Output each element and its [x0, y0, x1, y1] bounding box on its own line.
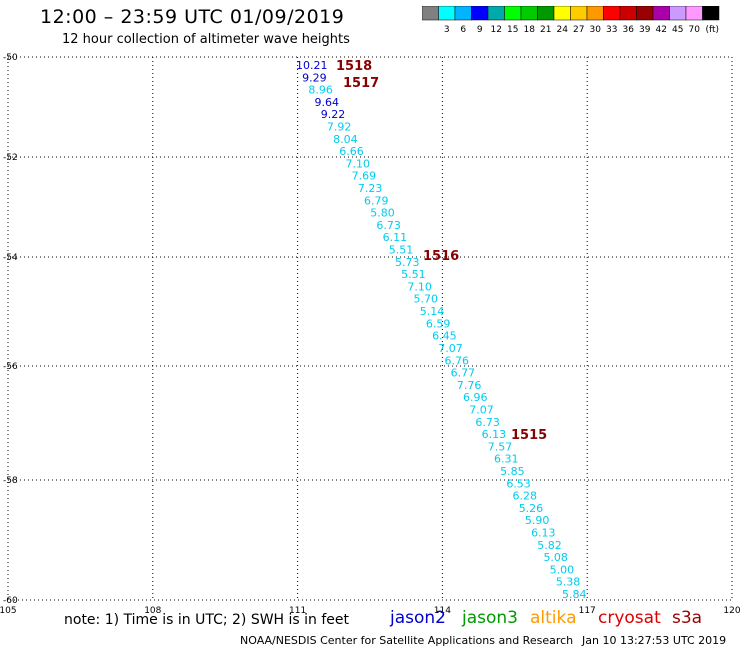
- colorbar-label: 15: [507, 25, 518, 35]
- colorbar-label: 36: [623, 25, 635, 35]
- latitude-tick-label: -50: [3, 53, 18, 63]
- wave-height-label: 5.82: [537, 539, 562, 552]
- wave-height-label: 6.59: [426, 317, 451, 330]
- wave-height-label: 6.53: [506, 477, 530, 490]
- wave-height-label: 5.90: [525, 514, 550, 527]
- color-scale-legend: 3 6 9 12 15 18 21 24 27 30 33 36 39 42 45 70 (ft): [422, 6, 720, 35]
- wave-height-label: 5.84: [562, 588, 587, 601]
- wave-height-label: 6.66: [339, 145, 364, 158]
- wave-height-label: 5.80: [370, 207, 395, 220]
- map-subtitle: 12 hour collection of altimeter wave hei…: [62, 32, 350, 47]
- wave-height-label: 6.11: [383, 231, 408, 244]
- longitude-tick-label: 114: [434, 606, 451, 616]
- wave-height-label: 5.73: [395, 256, 420, 269]
- longitude-tick-label: 111: [289, 606, 306, 616]
- colorbar-label: 45: [672, 25, 683, 35]
- wave-height-label: 7.07: [438, 342, 463, 355]
- colorbar-label: 42: [656, 25, 667, 35]
- wave-height-label: 6.73: [376, 219, 401, 232]
- map-title: 12:00 – 23:59 UTC 01/09/2019: [40, 6, 345, 28]
- wave-height-label: 8.96: [308, 84, 333, 97]
- colorbar-label: 6: [460, 25, 466, 35]
- wave-height-label: 5.14: [420, 305, 445, 318]
- credit-line: NOAA/NESDIS Center for Satellite Applica…: [240, 634, 574, 647]
- wave-height-label: 6.96: [463, 391, 488, 404]
- wave-height-label: 6.13: [482, 428, 507, 441]
- colorbar-label: 30: [590, 25, 602, 35]
- units-note: note: 1) Time is in UTC; 2) SWH is in fe…: [64, 612, 350, 628]
- latitude-tick-label: -54: [3, 253, 18, 263]
- colorbar-label: 24: [557, 25, 569, 35]
- wave-height-label: 6.77: [451, 367, 476, 380]
- map-frame: [7, 56, 733, 601]
- wave-height-label: 9.64: [315, 96, 340, 109]
- pass-id-label: 1516: [423, 249, 459, 264]
- colorbar-label: 21: [540, 25, 551, 35]
- wave-height-label: 6.73: [475, 416, 500, 429]
- wave-height-label: 6.31: [494, 453, 519, 466]
- legend-s3a: s3a: [672, 608, 703, 628]
- colorbar-label: 70: [689, 25, 701, 35]
- wave-height-label: 7.57: [488, 440, 513, 453]
- colorbar-label: 33: [606, 25, 617, 35]
- legend-altika: altika: [530, 608, 577, 628]
- longitude-tick-label: 105: [0, 606, 17, 616]
- colorbar-label: 9: [477, 25, 483, 35]
- wave-height-label: 7.23: [358, 182, 383, 195]
- wave-height-label: 6.45: [432, 330, 457, 343]
- legend-jason2: jason2: [390, 608, 446, 628]
- colorbar-label: 12: [491, 25, 502, 35]
- latitude-tick-label: -52: [3, 153, 18, 163]
- pass-id-label: 1518: [336, 59, 372, 74]
- wave-height-label: 6.76: [444, 354, 469, 367]
- latitude-tick-label: -56: [3, 362, 18, 372]
- generated-timestamp: Jan 10 13:27:53 UTC 2019: [582, 634, 727, 647]
- colorbar-label: 3: [444, 25, 450, 35]
- colorbar-label: 39: [639, 25, 651, 35]
- wave-height-label: 6.13: [531, 526, 556, 539]
- wave-height-label: 10.21: [296, 59, 328, 72]
- longitude-tick-label: 120: [723, 606, 740, 616]
- colorbar-label: 18: [524, 25, 536, 35]
- pass-id-label: 1515: [511, 428, 547, 443]
- wave-height-label: 5.00: [550, 563, 575, 576]
- wave-height-label: 7.10: [407, 280, 432, 293]
- wave-height-label: 6.28: [513, 490, 538, 503]
- wave-height-label: 7.10: [345, 157, 370, 170]
- wave-height-label: 5.26: [519, 502, 544, 515]
- wave-height-label: 5.70: [414, 293, 439, 306]
- legend-cryosat: cryosat: [598, 608, 661, 628]
- wave-height-label: 5.08: [543, 551, 568, 564]
- wave-height-label: 5.51: [401, 268, 426, 281]
- wave-height-label: 9.29: [302, 71, 327, 84]
- wave-height-label: 5.38: [556, 576, 581, 589]
- wave-height-label: 6.79: [364, 194, 389, 207]
- latitude-tick-label: -58: [3, 476, 18, 486]
- latitude-tick-label: -60: [3, 596, 18, 606]
- colorbar-swatch: [702, 6, 720, 21]
- longitude-tick-label: 117: [579, 606, 596, 616]
- wave-height-label: 5.85: [500, 465, 525, 478]
- wave-height-label: 7.92: [327, 121, 352, 134]
- wave-height-label: 7.69: [352, 170, 377, 183]
- wave-height-label: 5.51: [389, 244, 414, 257]
- wave-height-label: 7.76: [457, 379, 482, 392]
- legend-jason3: jason3: [462, 608, 518, 628]
- pass-id-label: 1517: [343, 76, 379, 91]
- wave-height-label: 9.22: [321, 108, 346, 121]
- colorbar-label: 27: [573, 25, 584, 35]
- colorbar-unit: (ft): [706, 25, 720, 35]
- longitude-tick-label: 108: [144, 606, 161, 616]
- wave-height-label: 7.07: [469, 403, 494, 416]
- wave-height-label: 8.04: [333, 133, 358, 146]
